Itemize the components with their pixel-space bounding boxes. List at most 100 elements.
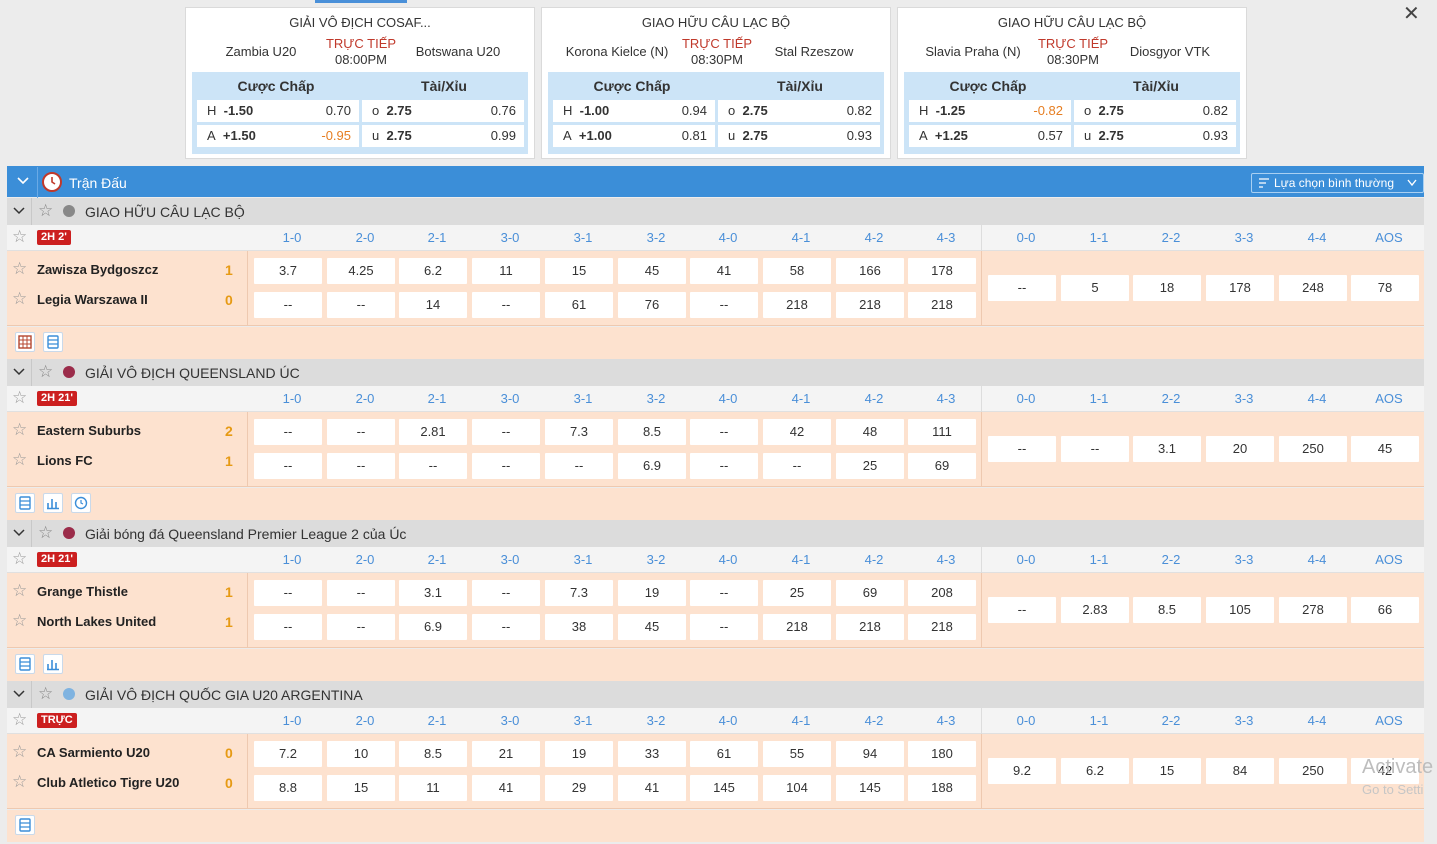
away-team-row[interactable]: ☆ Legia Warszawa II 0 — [12, 289, 242, 309]
odds-cell-home[interactable]: 58 — [763, 258, 831, 284]
odds-cell-draw[interactable]: 3.1 — [1133, 436, 1201, 462]
odds-cell-away[interactable]: -- — [690, 292, 758, 318]
odds-cell-home[interactable]: 178 — [908, 258, 976, 284]
favorite-star-icon[interactable]: ☆ — [12, 710, 28, 729]
odds-cell-away[interactable]: 76 — [618, 292, 686, 318]
away-team-row[interactable]: ☆ North Lakes United 1 — [12, 611, 242, 631]
odds-cell-home[interactable]: 166 — [836, 258, 904, 284]
odds-cell-home[interactable]: 3.1 — [399, 580, 467, 606]
odds-cell-home[interactable]: 3.7 — [254, 258, 322, 284]
favorite-star-icon[interactable]: ☆ — [12, 772, 28, 791]
odds-cell-home[interactable]: 2.81 — [399, 419, 467, 445]
chevron-down-icon[interactable] — [13, 527, 25, 539]
odds-cell-home-handicap[interactable]: H -1.50 0.70 — [197, 100, 359, 122]
odds-cell-away[interactable]: 188 — [908, 775, 976, 801]
odds-cell-home[interactable]: 15 — [545, 258, 613, 284]
league-header[interactable]: ☆ GIAO HỮU CÂU LẠC BỘ — [7, 198, 1424, 225]
odds-cell-away[interactable]: 41 — [472, 775, 540, 801]
odds-cell-draw[interactable]: 2.83 — [1061, 597, 1129, 623]
odds-cell-home[interactable]: 69 — [836, 580, 904, 606]
favorite-star-icon[interactable]: ☆ — [38, 684, 54, 703]
odds-cell-away[interactable]: -- — [472, 453, 540, 479]
stats-icon[interactable] — [43, 654, 63, 674]
odds-cell-draw[interactable]: 250 — [1279, 436, 1347, 462]
favorite-star-icon[interactable]: ☆ — [38, 362, 54, 381]
odds-cell-draw[interactable]: -- — [988, 597, 1056, 623]
league-header[interactable]: ☆ Giải bóng đá Queensland Premier League… — [7, 520, 1424, 547]
odds-cell-draw[interactable]: 84 — [1206, 758, 1274, 784]
league-header[interactable]: ☆ GIẢI VÔ ĐỊCH QUỐC GIA U20 ARGENTINA — [7, 681, 1424, 708]
odds-cell-draw[interactable]: -- — [988, 436, 1056, 462]
favorite-star-icon[interactable]: ☆ — [12, 420, 28, 439]
odds-cell-home[interactable]: 6.2 — [399, 258, 467, 284]
odds-cell-away[interactable]: 15 — [327, 775, 395, 801]
list-icon[interactable] — [15, 654, 35, 674]
odds-cell-away[interactable]: 218 — [836, 614, 904, 640]
away-team-row[interactable]: ☆ Lions FC 1 — [12, 450, 242, 470]
odds-cell-home[interactable]: 7.3 — [545, 419, 613, 445]
odds-cell-draw[interactable]: 78 — [1351, 275, 1419, 301]
favorite-star-icon[interactable]: ☆ — [38, 523, 54, 542]
odds-cell-away[interactable]: -- — [254, 453, 322, 479]
favorite-star-icon[interactable]: ☆ — [12, 581, 28, 600]
odds-cell-over[interactable]: o 2.75 0.76 — [362, 100, 524, 122]
odds-cell-home[interactable]: 208 — [908, 580, 976, 606]
odds-cell-away[interactable]: 41 — [618, 775, 686, 801]
odds-cell-home[interactable]: 19 — [618, 580, 686, 606]
odds-cell-home[interactable]: -- — [254, 419, 322, 445]
odds-cell-draw[interactable]: 6.2 — [1061, 758, 1129, 784]
odds-cell-home[interactable]: -- — [690, 419, 758, 445]
odds-cell-away[interactable]: -- — [690, 614, 758, 640]
favorite-star-icon[interactable]: ☆ — [38, 201, 54, 220]
list-icon[interactable] — [15, 815, 35, 835]
favorite-star-icon[interactable]: ☆ — [12, 742, 28, 761]
odds-cell-home[interactable]: -- — [690, 580, 758, 606]
odds-cell-home[interactable]: -- — [327, 580, 395, 606]
odds-cell-home[interactable]: 4.25 — [327, 258, 395, 284]
home-team-row[interactable]: ☆ CA Sarmiento U20 0 — [12, 742, 242, 762]
odds-cell-away[interactable]: -- — [690, 453, 758, 479]
odds-cell-draw[interactable]: -- — [988, 275, 1056, 301]
odds-cell-draw[interactable]: 18 — [1133, 275, 1201, 301]
odds-cell-home[interactable]: 111 — [908, 419, 976, 445]
odds-cell-away[interactable]: -- — [327, 292, 395, 318]
odds-cell-away[interactable]: 11 — [399, 775, 467, 801]
odds-cell-home[interactable]: -- — [472, 419, 540, 445]
odds-cell-home[interactable]: 48 — [836, 419, 904, 445]
favorite-star-icon[interactable]: ☆ — [12, 388, 28, 407]
odds-cell-home[interactable]: 180 — [908, 741, 976, 767]
home-team-row[interactable]: ☆ Eastern Suburbs 2 — [12, 420, 242, 440]
odds-cell-home[interactable]: 45 — [618, 258, 686, 284]
odds-cell-home[interactable]: 21 — [472, 741, 540, 767]
odds-cell-home[interactable]: -- — [254, 580, 322, 606]
odds-cell-home[interactable]: 55 — [763, 741, 831, 767]
odds-cell-home[interactable]: 11 — [472, 258, 540, 284]
odds-cell-home[interactable]: -- — [327, 419, 395, 445]
odds-cell-away-handicap[interactable]: A +1.50 -0.95 — [197, 125, 359, 147]
odds-cell-home[interactable]: 8.5 — [399, 741, 467, 767]
odds-cell-away[interactable]: 14 — [399, 292, 467, 318]
odds-cell-home[interactable]: 8.5 — [618, 419, 686, 445]
odds-cell-home[interactable]: 94 — [836, 741, 904, 767]
favorite-star-icon[interactable]: ☆ — [12, 611, 28, 630]
odds-cell-away[interactable]: -- — [254, 292, 322, 318]
odds-cell-away[interactable]: -- — [763, 453, 831, 479]
odds-cell-away[interactable]: -- — [399, 453, 467, 479]
odds-cell-draw[interactable]: 15 — [1133, 758, 1201, 784]
odds-cell-draw[interactable]: 20 — [1206, 436, 1274, 462]
odds-cell-away[interactable]: 6.9 — [399, 614, 467, 640]
odds-cell-away[interactable]: 218 — [763, 292, 831, 318]
odds-cell-draw[interactable]: 5 — [1061, 275, 1129, 301]
odds-cell-over[interactable]: o 2.75 0.82 — [718, 100, 880, 122]
odds-cell-away[interactable]: 145 — [836, 775, 904, 801]
home-team-row[interactable]: ☆ Zawisza Bydgoszcz 1 — [12, 259, 242, 279]
odds-cell-away-handicap[interactable]: A +1.25 0.57 — [909, 125, 1071, 147]
list-icon[interactable] — [15, 493, 35, 513]
chevron-down-icon[interactable] — [13, 688, 25, 700]
odds-cell-home[interactable]: 42 — [763, 419, 831, 445]
odds-cell-home[interactable]: 19 — [545, 741, 613, 767]
odds-cell-away[interactable]: 145 — [690, 775, 758, 801]
odds-cell-away[interactable]: 29 — [545, 775, 613, 801]
odds-cell-draw[interactable]: -- — [1061, 436, 1129, 462]
favorite-star-icon[interactable]: ☆ — [12, 259, 28, 278]
